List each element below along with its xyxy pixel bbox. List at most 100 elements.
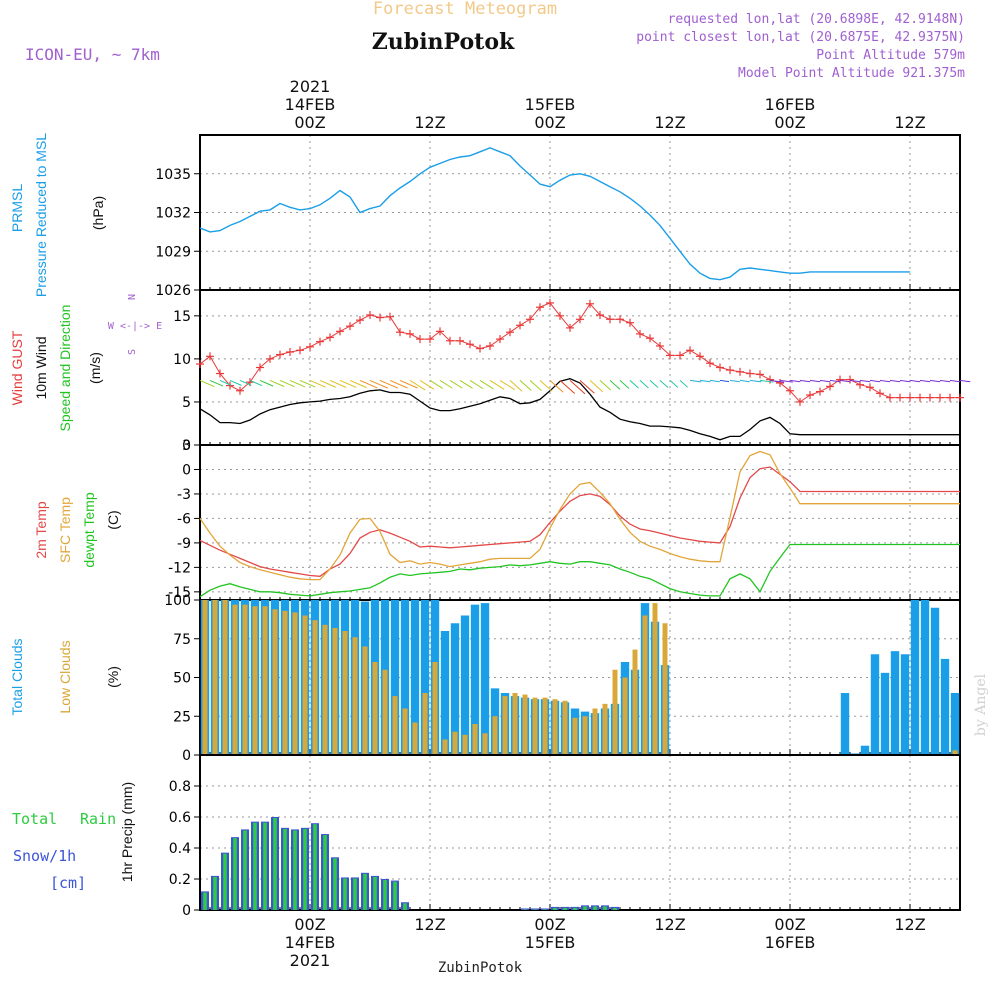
bottom-hour-label: 12Z [894,915,925,934]
precip-bar-inner [263,822,267,910]
low-cloud-bar [492,716,498,755]
wind-arrow [759,379,774,383]
precip-bar-outer [541,908,549,910]
precip-bar-inner [383,880,387,910]
wind-arrow [679,380,689,388]
y-tick-label: 75 [173,632,191,648]
compass-n: N [127,294,138,300]
total-cloud-bar [440,631,450,755]
y-tick-label: 0 [182,438,191,454]
y-tick-label: 0 [182,462,191,478]
low-cloud-bar [522,694,528,755]
top-date-label: 15FEB [525,95,576,114]
pressure-unit: (hPa) [90,196,106,230]
wind-arrow [279,379,295,388]
total-cloud-bar [890,651,900,755]
wind-arrow [539,380,553,392]
precip-bar-inner [283,828,287,910]
wind-arrow [669,380,679,388]
low-cloud-bar [392,696,398,755]
precip-bar-inner [313,824,317,910]
top-date-label: 16FEB [765,95,816,114]
total-cloud-bar [410,600,420,755]
top-hour-label: 00Z [774,113,805,132]
wind-arrow [389,379,408,389]
wind-arrow [889,379,901,383]
low-cloud-bar [602,703,608,755]
wind-arrow [689,379,702,383]
wind-arrow [429,379,443,389]
wind-arrow [299,379,316,388]
wind-line [199,378,960,441]
low-cloud-bar [282,610,288,755]
total-cloud-bar [400,600,410,755]
point-altitude: Point Altitude 579m [816,48,965,63]
total-cloud-bar [460,615,470,755]
low-cloud-bar [222,600,228,755]
wind-arrow [719,379,730,383]
compass-we: W <-|-> E [108,321,162,332]
low-cloud-bar [592,708,598,755]
bottom-date-label: 16FEB [765,933,816,952]
wind-unit: (m/s) [87,352,103,384]
total-cloud-bar [920,600,930,755]
wind-label-10m: 10m Wind [33,336,49,399]
low-cloud-bar [362,646,368,755]
wind-arrow [379,379,399,389]
wind-arrow [909,379,921,383]
wind-arrow [329,379,347,388]
wind-arrow [879,379,891,383]
low-cloud-bar [442,739,448,755]
wind-arrow [489,379,505,390]
low-cloud-bar [212,600,218,755]
low-cloud-bar [542,697,548,755]
precip-bar-inner [233,838,237,910]
closest-coords: point closest lon,lat (20.6875E, 42.9375… [636,30,965,45]
wind-arrow [639,380,649,389]
wind-arrow [919,379,931,383]
y-tick-label: 5 [182,395,191,411]
wind-arrow [709,379,720,383]
low-cloud-bar [322,624,328,755]
wind-labels: Wind GUST 10m Wind Speed and Direction (… [9,294,162,431]
total-cloud-bar [470,604,480,755]
wind-arrow [589,380,604,393]
precip-bar-inner [403,903,407,910]
precip-bar-inner [293,830,297,910]
wind-arrow [529,380,542,392]
bottom-date-label: 14FEB [285,933,336,952]
compass-s: S [127,349,138,355]
top-hour-label: 12Z [654,113,685,132]
pressure-label-prmsl: PRMSL [9,184,25,232]
total-cloud-bar [900,654,910,755]
temp-dew-line [199,543,960,598]
precip-unit: 1hr Precip (mm) [119,782,135,882]
y-tick-label: 0.2 [169,872,191,888]
y-tick-label: -6 [177,511,191,527]
cloud-unit: (%) [105,666,121,688]
wind-arrow [699,379,711,383]
y-tick-label: -3 [177,487,191,503]
wind-arrow [819,379,831,383]
wind-arrow [459,379,473,389]
wind-arrow [209,379,224,387]
wind-arrow [319,379,336,388]
low-cloud-bar [472,724,478,755]
wind-arrow [599,380,612,391]
precip-bar-inner [523,909,527,910]
wind-arrow [469,379,484,390]
total-cloud-bar [950,693,960,755]
top-hour-label: 12Z [894,113,925,132]
wind-arrow [579,380,595,394]
wind-arrow [519,380,532,391]
y-tick-label: 1035 [155,167,191,183]
top-hour-label: 00Z [294,113,325,132]
wind-arrow [419,379,435,390]
title-forecast-meteogram: Forecast Meteogram [373,0,557,19]
low-cloud-bar [462,734,468,755]
precip-label-cm: [cm] [50,874,86,892]
precip-bar-inner [253,822,257,910]
wind-arrow [359,379,378,389]
low-cloud-bar [582,716,588,755]
